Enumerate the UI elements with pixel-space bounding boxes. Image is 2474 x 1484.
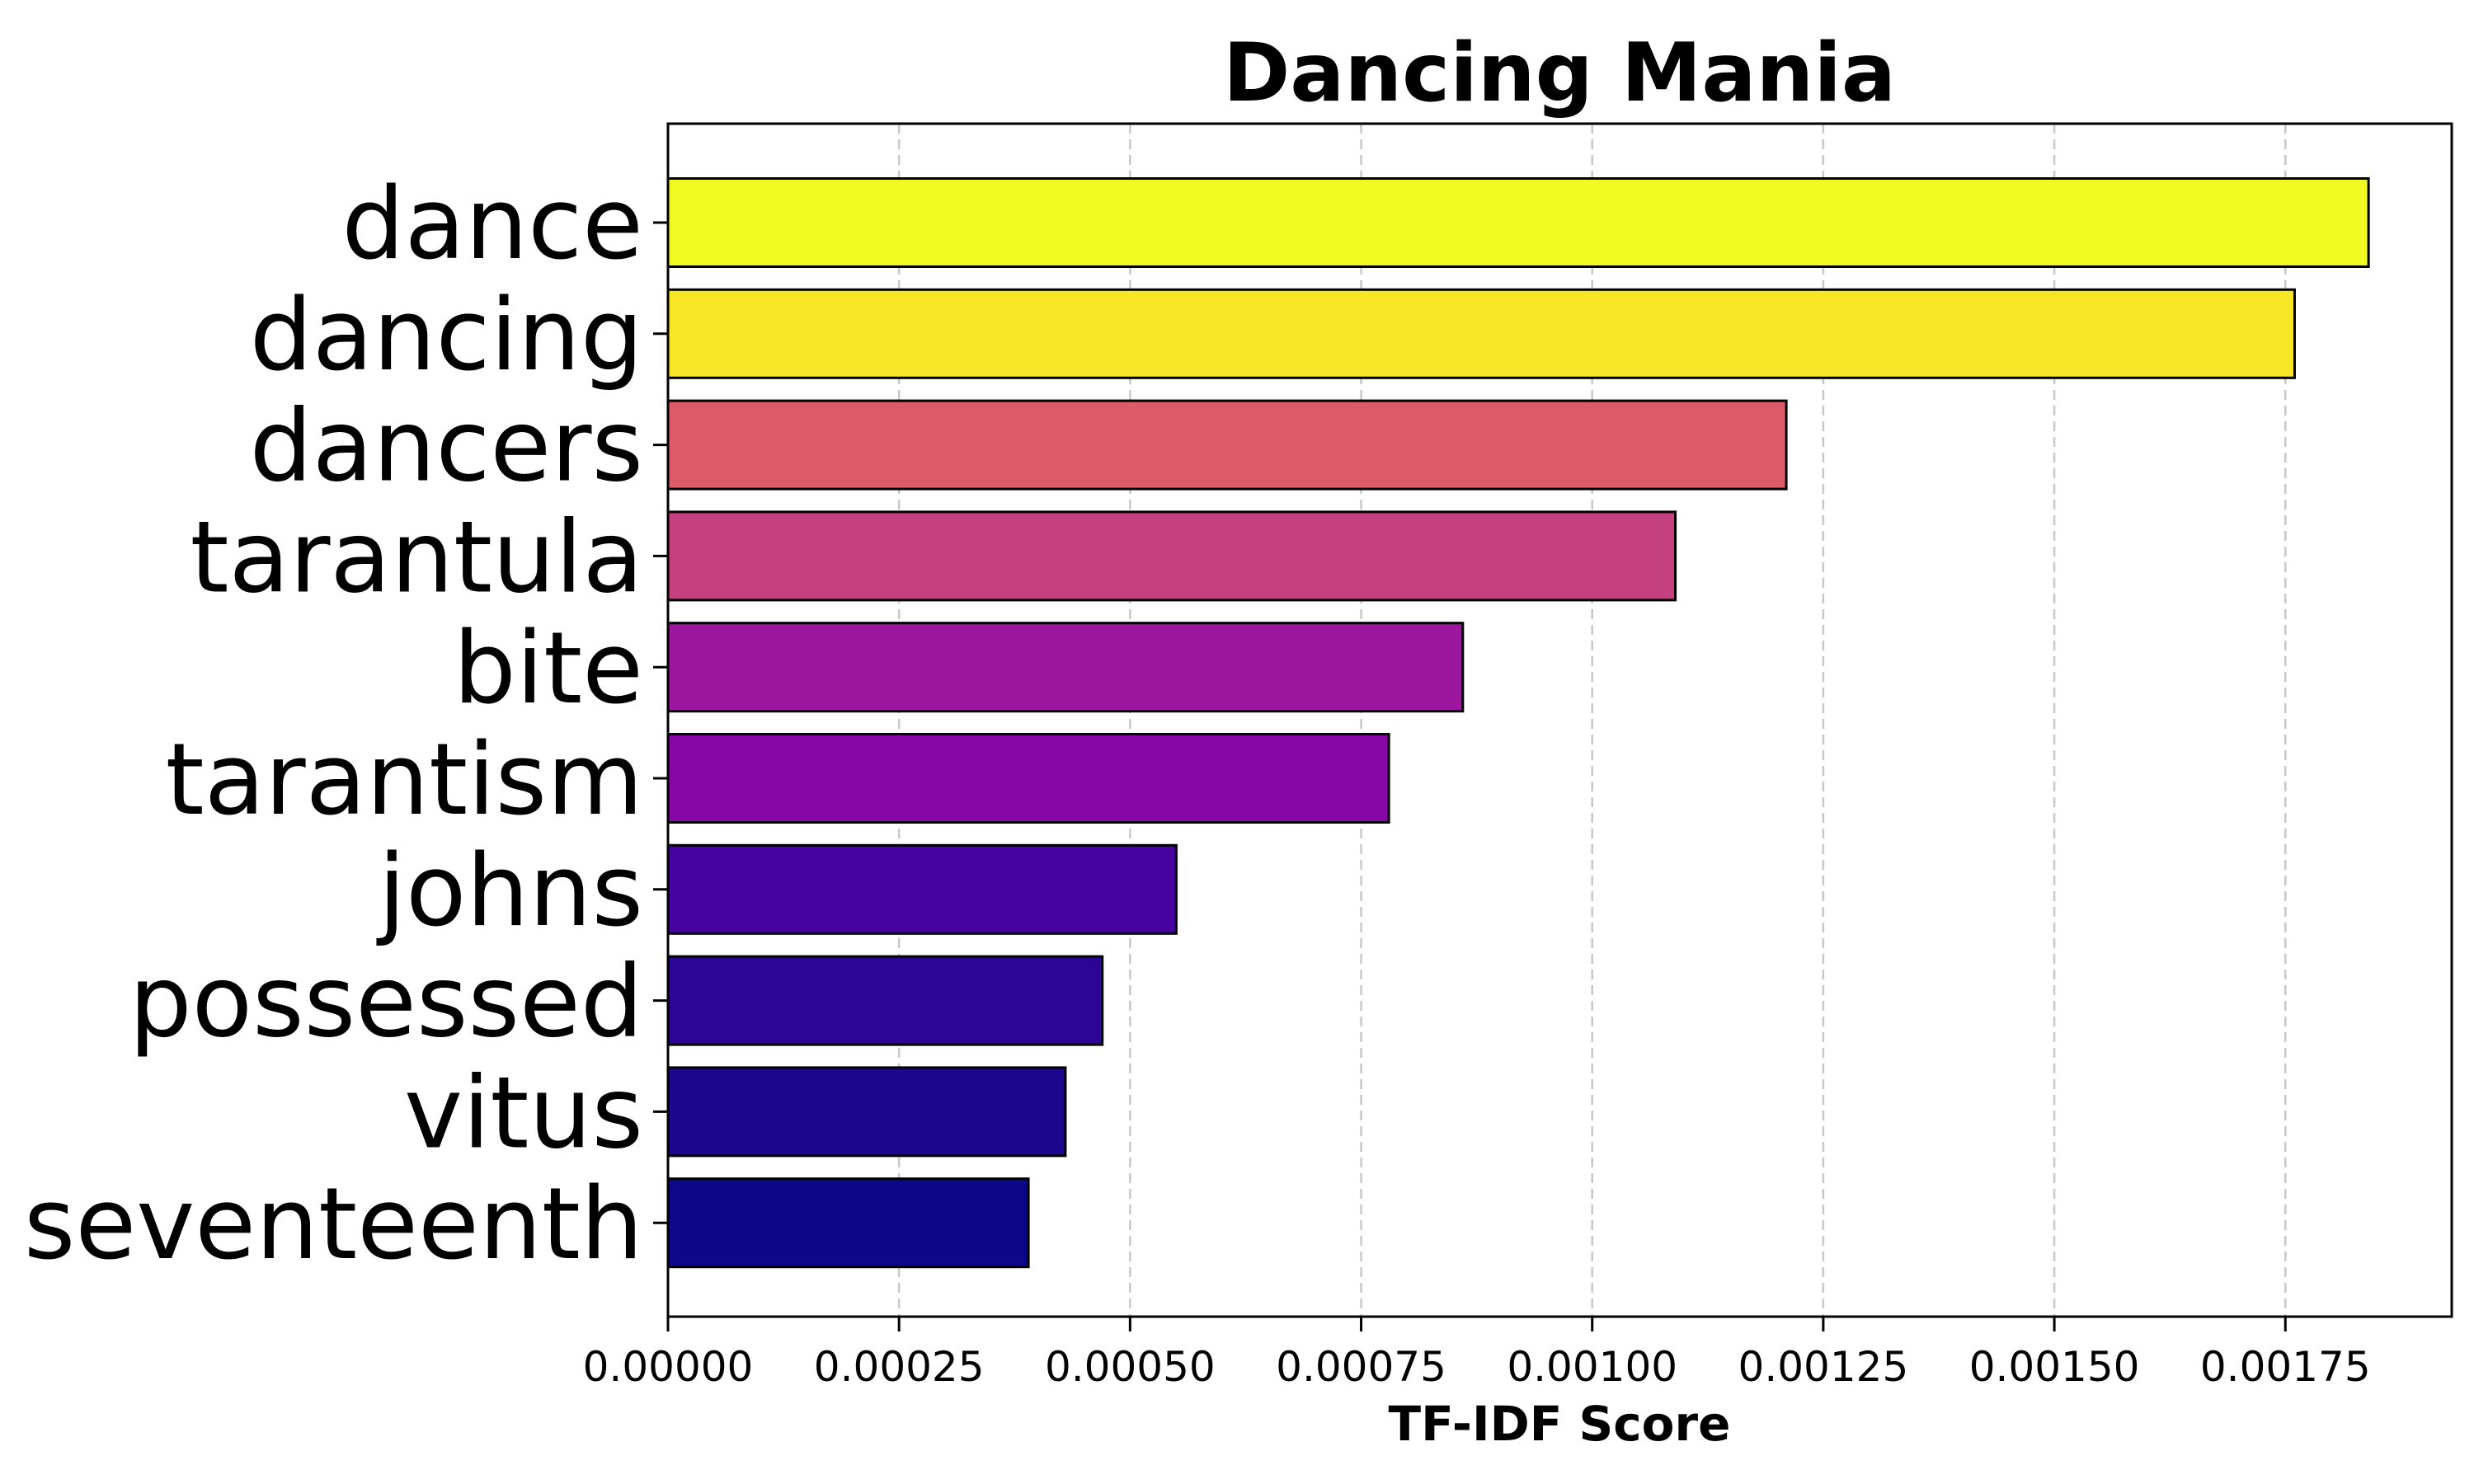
bar-dancing	[666, 288, 2296, 379]
y-tick-label-johns: johns	[376, 834, 643, 949]
x-tick-label: 0.00000	[583, 1343, 754, 1391]
y-tick-label-dancing: dancing	[250, 279, 643, 393]
plot-frame	[666, 122, 2453, 1318]
x-tick-label: 0.00150	[1969, 1343, 2140, 1391]
x-axis-ticks: 0.00000 0.00025 0.00050 0.00075 0.00100 0.001…	[583, 1317, 2371, 1391]
bar-vitus	[666, 1066, 1067, 1158]
y-tick-label-tarantula: tarantula	[190, 500, 644, 615]
y-tick-label-dancers: dancers	[250, 390, 643, 505]
bar-johns	[666, 843, 1178, 935]
y-tick-label-possessed: possessed	[129, 946, 644, 1060]
x-axis-label: TF-IDF Score	[1389, 1396, 1731, 1452]
y-tick-label-tarantism: tarantism	[166, 723, 643, 838]
grid-lines	[897, 124, 2287, 1317]
y-tick-label-seventeenth: seventeenth	[24, 1167, 643, 1282]
y-axis-ticks: dancedancingdancerstarantulabitetarantis…	[24, 167, 668, 1282]
y-tick-label-bite: bite	[454, 612, 643, 726]
bar-possessed	[666, 955, 1104, 1046]
chart-title: Dancing Mania	[1223, 26, 1896, 120]
x-tick-label: 0.00125	[1738, 1343, 1909, 1391]
bar-dancers	[666, 399, 1788, 491]
x-tick-label: 0.00050	[1045, 1343, 1216, 1391]
y-tick-label-dance: dance	[341, 167, 643, 282]
bar-seventeenth	[666, 1177, 1030, 1269]
x-tick-label: 0.00075	[1276, 1343, 1446, 1391]
x-tick-label: 0.00100	[1507, 1343, 1677, 1391]
bar-bite	[666, 622, 1465, 713]
x-tick-label: 0.00025	[814, 1343, 985, 1391]
bars	[666, 177, 2370, 1269]
bar-tarantism	[666, 733, 1390, 824]
bar-tarantula	[666, 510, 1677, 602]
bar-dance	[666, 177, 2370, 268]
y-tick-label-vitus: vitus	[404, 1056, 643, 1171]
x-tick-label: 0.00175	[2200, 1343, 2371, 1391]
